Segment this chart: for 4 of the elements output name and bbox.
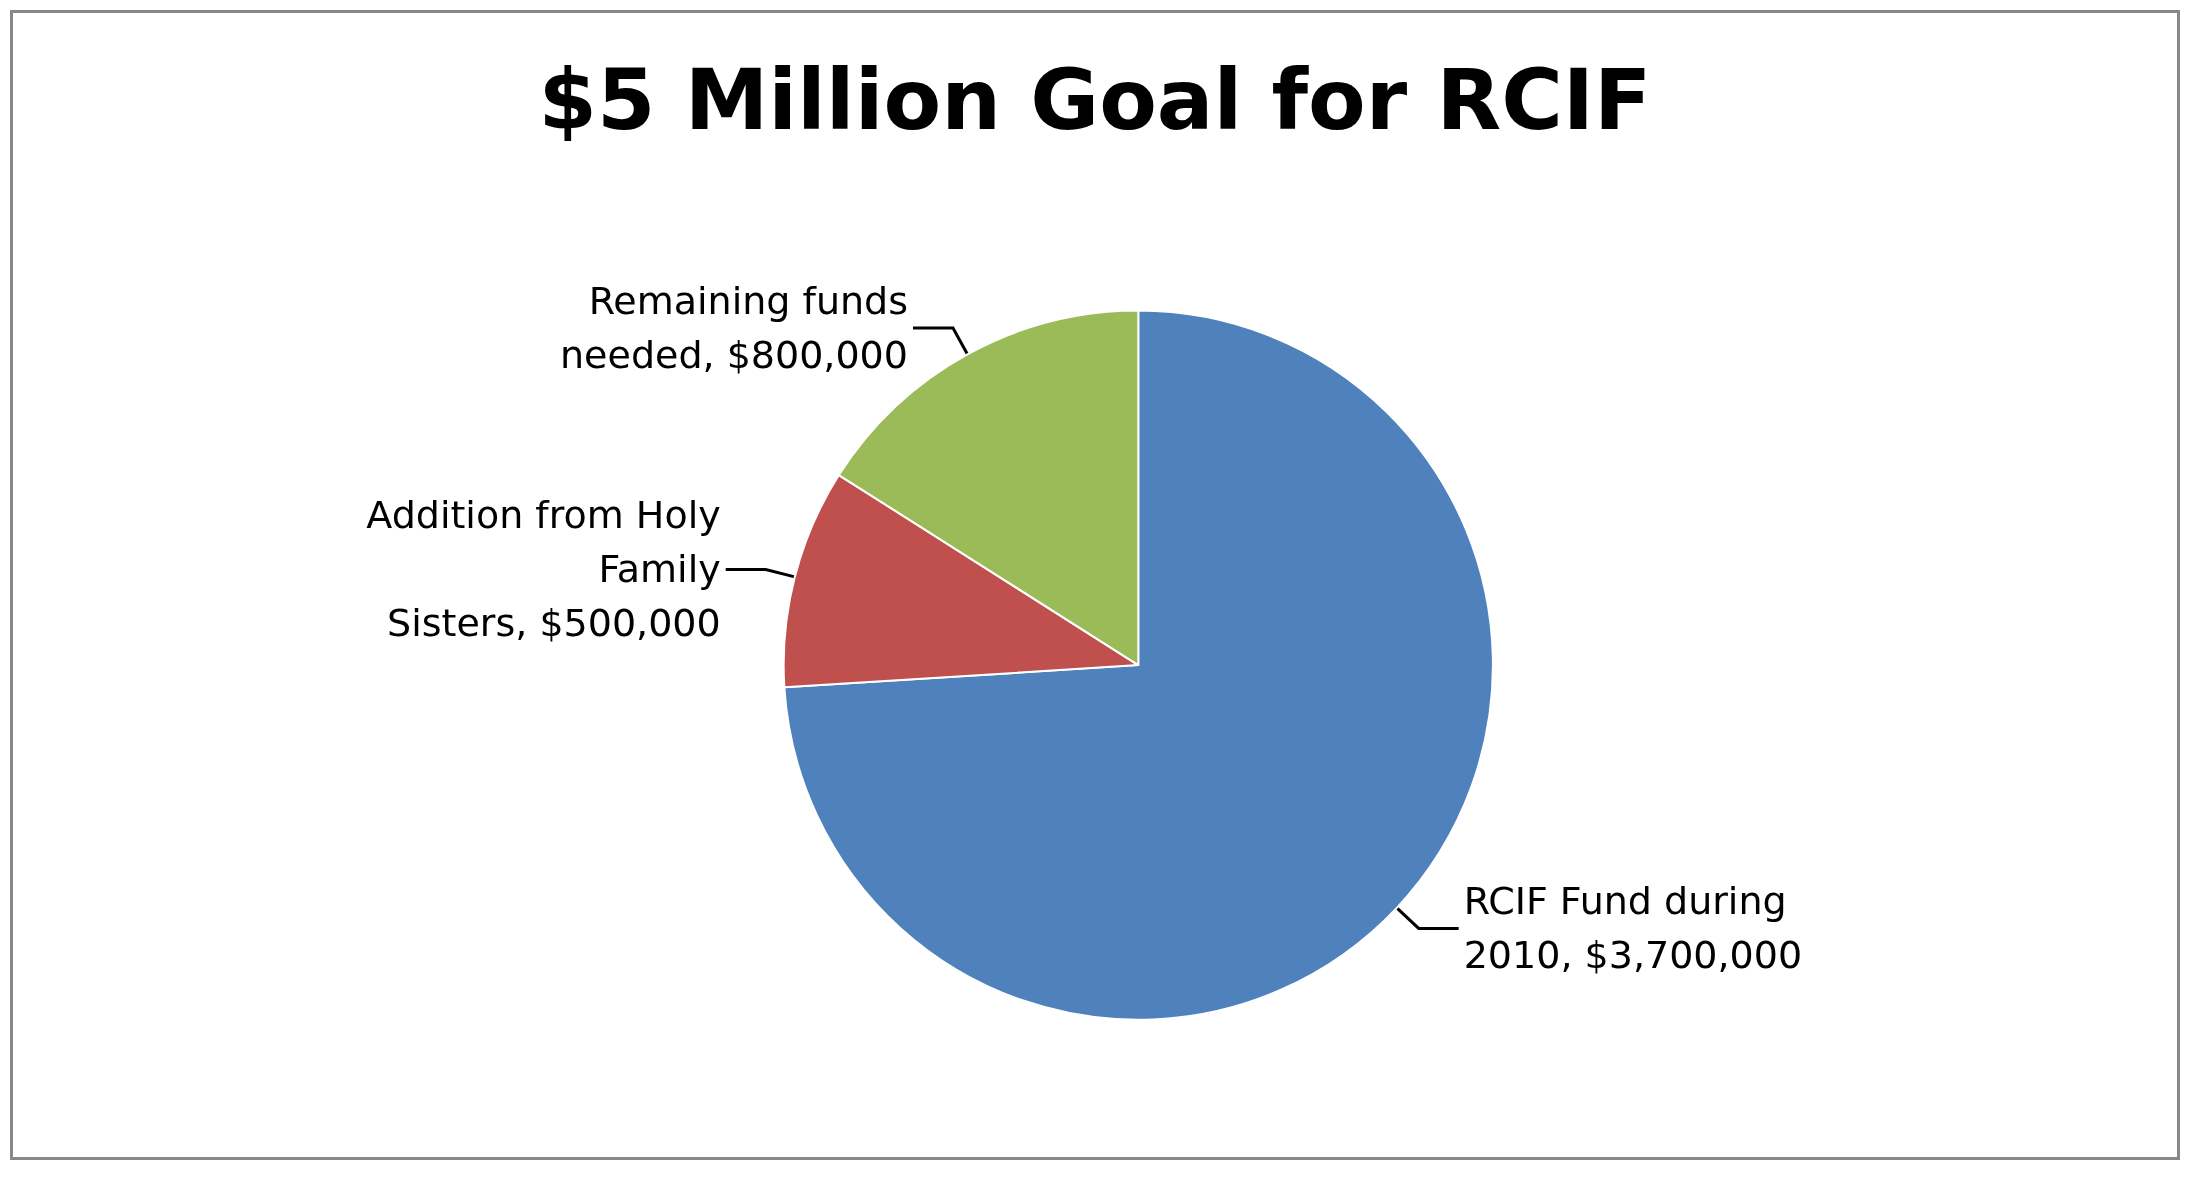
chart-title: $5 Million Goal for RCIF (538, 51, 1652, 149)
slice-label: Addition from Holy Family Sisters, $500,000 (366, 493, 721, 646)
slice-label: RCIF Fund during 2010, $3,700,000 (1463, 879, 1803, 978)
slice-label: Remaining funds needed, $800,000 (560, 279, 908, 378)
